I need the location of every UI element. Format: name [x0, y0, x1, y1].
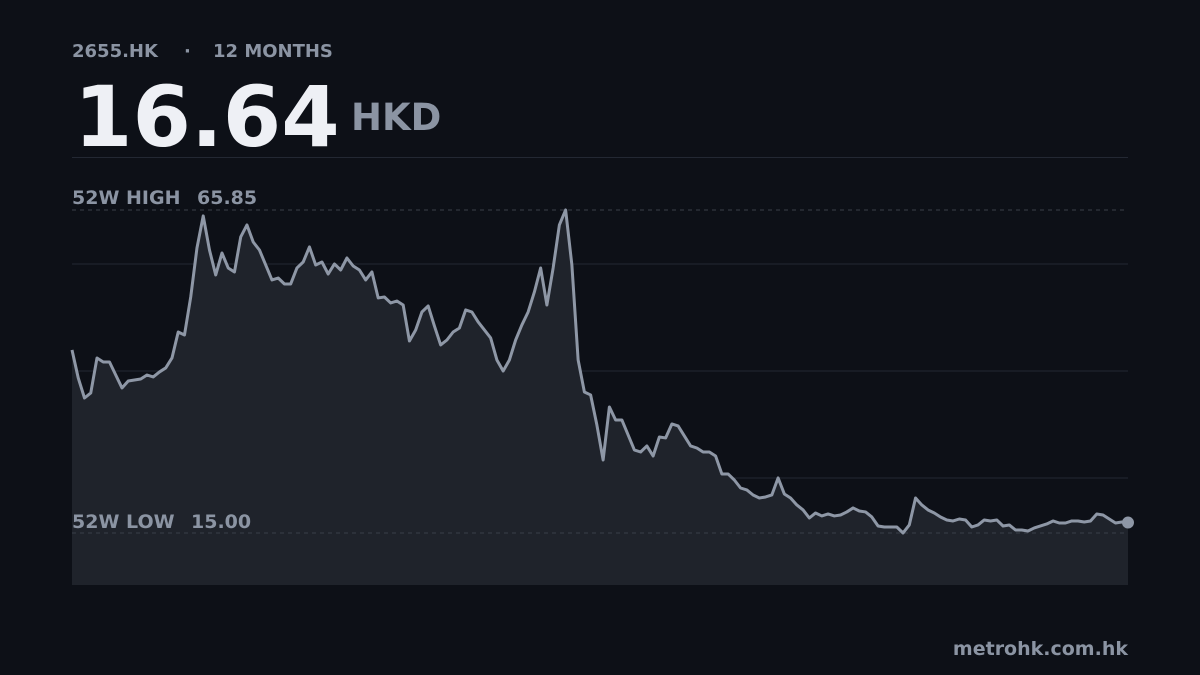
last-point: [1122, 516, 1134, 529]
price-line: [70, 208, 1129, 535]
price: 16.64: [74, 68, 340, 166]
low-value: 15.00: [191, 511, 251, 533]
currency: HKD: [351, 96, 441, 139]
area: [72, 209, 1128, 586]
low-label: 52W LOW: [72, 511, 175, 533]
separator: ·: [184, 41, 191, 62]
source: metrohk.com.hk: [953, 638, 1128, 660]
ticker: 2655.HK: [72, 41, 159, 62]
high-value: 65.85: [197, 187, 257, 209]
period: 12 MONTHS: [213, 41, 333, 62]
high-label: 52W HIGH: [72, 187, 180, 209]
